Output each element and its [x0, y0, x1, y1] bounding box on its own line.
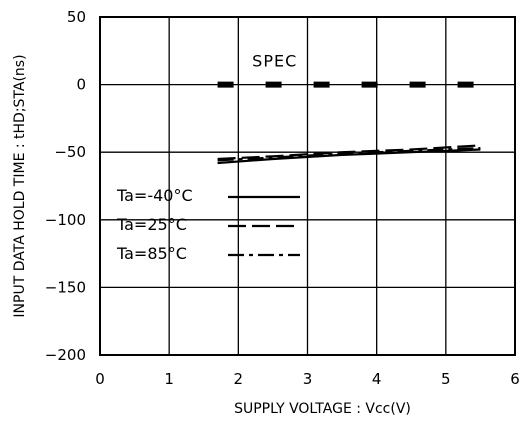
x-tick-label: 6 — [510, 370, 520, 388]
series-line-0 — [217, 148, 481, 165]
legend-label: Ta=25°C — [116, 215, 187, 234]
x-tick-label: 2 — [234, 370, 244, 388]
x-tick-label: 1 — [164, 370, 174, 388]
y-axis-title: INPUT DATA HOLD TIME : tHD;STA(ns) — [12, 54, 28, 317]
legend-label: Ta=-40°C — [116, 186, 193, 205]
y-tick-label: −100 — [45, 211, 86, 229]
x-tick-label: 0 — [95, 370, 105, 388]
series-line-1 — [217, 144, 481, 161]
x-axis-title: SUPPLY VOLTAGE : Vcc(V) — [234, 401, 411, 417]
x-tick-label: 3 — [303, 370, 313, 388]
spec-annotation: SPEC — [252, 51, 297, 70]
y-tick-label: 50 — [67, 8, 86, 26]
x-tick-label: 5 — [441, 370, 451, 388]
y-tick-label: −50 — [54, 143, 86, 161]
y-tick-label: −200 — [45, 346, 86, 364]
plot-frame — [99, 16, 516, 356]
y-tick-label: −150 — [45, 278, 86, 296]
legend-label: Ta=85°C — [116, 244, 187, 263]
series-line-2 — [217, 147, 481, 162]
y-tick-label: 0 — [76, 76, 86, 94]
x-tick-label: 4 — [372, 370, 382, 388]
